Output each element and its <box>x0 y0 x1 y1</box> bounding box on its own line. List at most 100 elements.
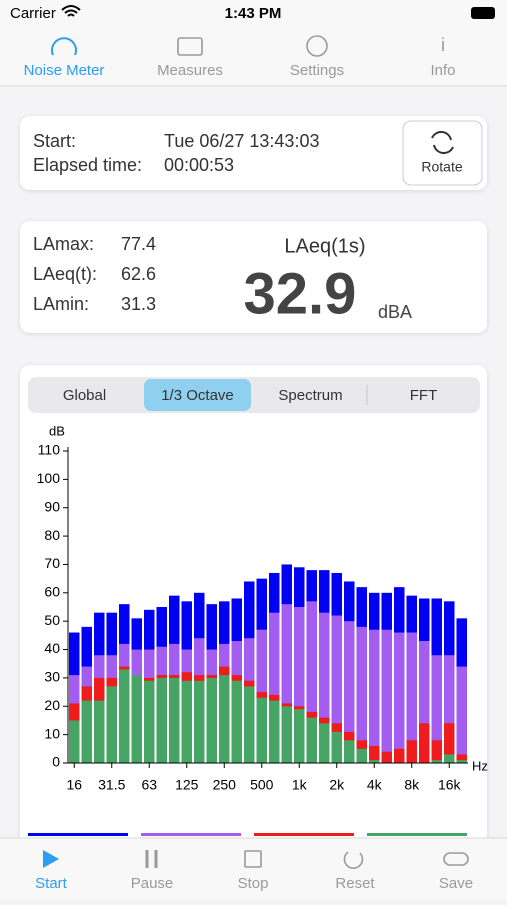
main-label: LAeq(1s) <box>284 235 365 257</box>
y-tick-label: 10 <box>44 725 60 741</box>
bar <box>294 607 305 763</box>
legend-swatch <box>141 833 241 836</box>
bar <box>369 629 380 763</box>
y-axis-label: dB <box>49 423 65 438</box>
top-tab-label[interactable]: Noise Meter <box>24 62 105 79</box>
y-tick-label: 40 <box>44 640 60 656</box>
bar <box>419 723 430 763</box>
top-tab-icons: i <box>51 35 445 57</box>
bar <box>431 760 442 763</box>
x-tick-label: 31.5 <box>98 777 125 793</box>
start-value: Tue 06/27 13:43:03 <box>164 131 319 151</box>
start-label: Start: <box>33 131 76 151</box>
lamax-value: 77.4 <box>121 234 156 254</box>
bottom-tab-label[interactable]: Stop <box>238 875 269 892</box>
y-tick-label: 110 <box>38 442 61 458</box>
bar <box>81 700 92 763</box>
main-unit: dBA <box>378 302 412 322</box>
y-tick-label: 60 <box>44 584 60 600</box>
lamin-value: 31.3 <box>121 294 156 314</box>
bar <box>431 655 442 763</box>
segment-label[interactable]: 1/3 Octave <box>161 387 234 404</box>
bar <box>94 700 105 763</box>
bar <box>356 626 367 763</box>
bar <box>144 680 155 763</box>
x-tick-label: 500 <box>250 777 274 793</box>
segment-selected <box>144 379 251 411</box>
bar <box>456 754 467 763</box>
legend-swatch <box>254 833 354 836</box>
bar <box>231 680 242 763</box>
bar <box>381 629 392 763</box>
main-value: 32.9 <box>244 261 357 326</box>
segment-label[interactable]: FFT <box>410 387 438 404</box>
bar <box>69 720 80 763</box>
bar <box>106 686 117 763</box>
bar <box>394 632 405 763</box>
bar <box>281 604 292 763</box>
segment-label[interactable]: Global <box>63 387 106 404</box>
bottom-tab-label[interactable]: Start <box>35 875 68 892</box>
reset-icon <box>343 851 364 869</box>
x-tick-label: 8k <box>404 777 420 793</box>
gear-icon <box>306 35 328 57</box>
bar <box>219 675 230 763</box>
lamax-label: LAmax: <box>33 234 94 254</box>
folder-icon <box>177 37 203 56</box>
y-tick-label: 100 <box>37 470 61 486</box>
tab-bar <box>0 838 507 900</box>
bar <box>206 677 217 763</box>
segment-label[interactable]: Spectrum <box>278 387 342 404</box>
bar <box>381 751 392 763</box>
y-tick-label: 30 <box>44 669 60 685</box>
bar <box>456 666 467 763</box>
rotate-text: Rotate <box>421 159 462 175</box>
elapsed-value: 00:00:53 <box>164 155 234 175</box>
bar <box>344 740 355 763</box>
bar <box>181 680 192 763</box>
top-tab-label[interactable]: Measures <box>157 62 223 79</box>
info-icon: i <box>441 35 445 55</box>
x-tick-label: 16k <box>438 777 462 793</box>
y-tick-label: 50 <box>44 612 60 628</box>
levels-card <box>20 221 487 333</box>
session-card <box>20 116 487 190</box>
header <box>0 0 507 86</box>
bar <box>306 717 317 763</box>
bottom-tab-label[interactable]: Save <box>439 875 473 892</box>
battery <box>471 7 495 19</box>
gauge-icon <box>51 37 77 56</box>
stop-icon <box>244 850 262 868</box>
bottom-tab-label[interactable]: Reset <box>335 875 375 892</box>
top-tab-label[interactable]: Info <box>430 62 455 79</box>
x-axis-unit: Hz <box>472 758 488 773</box>
y-tick-label: 80 <box>44 527 60 543</box>
laeqt-label: LAeq(t): <box>33 264 97 284</box>
bar <box>131 675 142 763</box>
lamin-label: LAmin: <box>33 294 89 314</box>
x-tick-label: 125 <box>175 777 199 793</box>
x-tick-label: 16 <box>66 777 82 793</box>
rotate-icon <box>431 130 454 155</box>
clock: 1:43 PM <box>225 5 282 22</box>
bar <box>119 669 130 763</box>
wifi-icon <box>61 5 81 17</box>
bar <box>356 748 367 763</box>
save-icon <box>443 852 469 866</box>
bar <box>194 680 205 763</box>
top-tab-label[interactable]: Settings <box>290 62 344 79</box>
bar <box>444 754 455 763</box>
bar <box>269 700 280 763</box>
x-tick-label: 2k <box>329 777 345 793</box>
bottom-tab-label[interactable]: Pause <box>131 875 174 892</box>
x-tick-label: 4k <box>367 777 383 793</box>
bar <box>456 760 467 763</box>
legend-swatch <box>367 833 467 836</box>
bar <box>444 723 455 763</box>
bar <box>319 723 330 763</box>
x-tick-label: 1k <box>292 777 308 793</box>
bar <box>369 760 380 763</box>
bottom-tab-icons <box>43 850 469 869</box>
segments: Global 1/3 Octave Spectrum FFT <box>63 379 437 411</box>
